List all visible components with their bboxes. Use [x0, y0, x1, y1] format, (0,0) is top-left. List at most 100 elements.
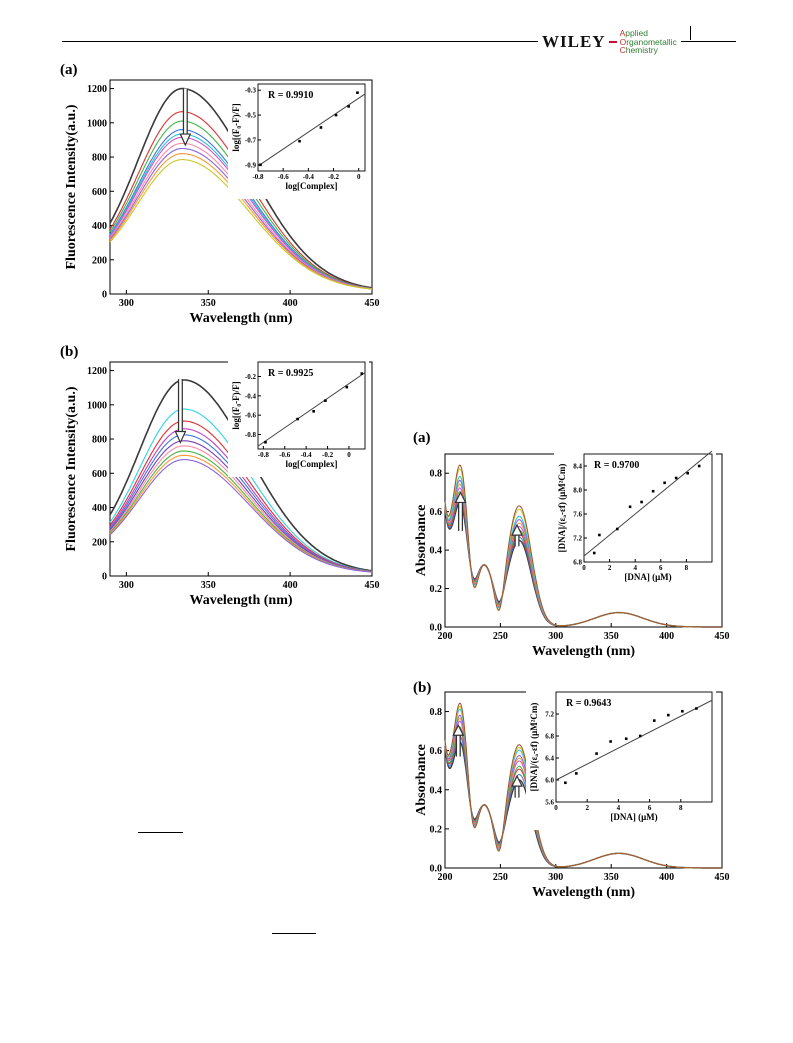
- x-axis-title: Wavelength (nm): [532, 885, 635, 900]
- inset-x-axis-title: log[Complex]: [286, 181, 338, 191]
- inset-x-tick-label: 0: [357, 173, 361, 181]
- inset-y-tick-label: 5.6: [545, 799, 554, 807]
- inset-frame: [257, 83, 366, 172]
- inset-data-point: [319, 126, 323, 129]
- y-tick-label: 400: [92, 503, 107, 514]
- inset-x-tick-label: 0: [582, 564, 586, 572]
- reference-underline: [138, 832, 183, 833]
- hyperchromism-arrow-head: [511, 523, 523, 536]
- inset-data-point: [324, 399, 327, 402]
- inset-x-tick-label: -0.8: [252, 173, 264, 181]
- inset-x-tick-label: -0.4: [303, 173, 315, 181]
- inset-frame: [583, 453, 713, 563]
- x-axis-title: Wavelength (nm): [532, 644, 635, 659]
- inset-plot: 0 2 4 6 8 5.6 6.0 6.4 6.8 7.2 R = 0.9643 [DNA] (μM)…: [526, 690, 716, 830]
- x-tick-label: 250: [493, 872, 508, 883]
- inset-x-axis-title: [DNA] (μM): [624, 572, 671, 582]
- inset-y-axis-title: log[(F₀-F)/F]: [231, 103, 241, 151]
- inset-y-tick-label: -0.3: [245, 87, 257, 95]
- y-tick-label: 0.4: [430, 785, 443, 796]
- inset-plot: -0.8 -0.6 -0.4 -0.2 0 -0.8 -0.6 -0.4 -0.2 R = 0.9…: [228, 360, 369, 477]
- inset-x-tick-label: -0.2: [328, 173, 340, 181]
- x-tick-label: 450: [365, 298, 380, 309]
- x-tick-label: 250: [493, 631, 508, 642]
- inset-data-point: [595, 752, 598, 755]
- series-group: [444, 702, 722, 869]
- inset-data-point: [652, 719, 656, 722]
- inset-data-point: [347, 105, 350, 108]
- series-group: [444, 464, 722, 628]
- inset-y-tick-label: 7.2: [545, 711, 554, 719]
- quench-arrow-head: [174, 430, 187, 444]
- inset-x-tick-label: -0.6: [279, 451, 291, 459]
- absorbance-chart-a: (a) 200 250 300 350 400 450 0.0 0.2 0.4 0.6 0.8 Wave…: [413, 430, 730, 659]
- inset-plot: -0.8 -0.6 -0.4 -0.2 0 -0.9 -0.7 -0.5 -0.3 R = 0.9…: [228, 82, 369, 199]
- inset-y-axis-title: log[(F₀-F)/F]: [231, 381, 241, 429]
- y-axis-title: Fluorescence Intensity(a.u.): [64, 386, 79, 551]
- x-tick-label: 300: [119, 580, 134, 591]
- y-tick-label: 0.0: [430, 623, 443, 634]
- inset-data-point: [697, 464, 701, 468]
- y-axis-title: Absorbance: [414, 505, 429, 577]
- inset-data-point: [674, 476, 678, 480]
- x-tick-label: 300: [548, 631, 563, 642]
- y-tick-label: 0: [102, 290, 107, 301]
- y-tick-label: 0.0: [430, 864, 443, 875]
- x-tick-label: 450: [715, 631, 730, 642]
- y-tick-label: 0: [102, 572, 107, 583]
- inset-fit-line: [583, 450, 713, 557]
- inset-x-tick-label: 2: [608, 564, 612, 572]
- inset-fit-line: [257, 93, 366, 167]
- inset-data-point: [564, 781, 567, 785]
- plot-frame: [109, 79, 373, 295]
- y-tick-label: 0.4: [430, 546, 443, 557]
- inset-x-tick-label: 6: [648, 804, 652, 812]
- y-tick-label: 0.8: [430, 707, 443, 718]
- journal-line-1: Applied: [619, 28, 648, 39]
- inset-x-axis-title: [DNA] (μM): [610, 812, 657, 822]
- inset-y-tick-label: 6.8: [545, 733, 554, 741]
- y-tick-label: 1000: [87, 118, 107, 129]
- publisher-name: WILEY: [542, 32, 606, 51]
- absorbance-series: [444, 702, 722, 869]
- inset-y-tick-label: 8.4: [573, 463, 582, 471]
- inset-data-point: [695, 707, 698, 710]
- inset-data-point: [598, 533, 601, 537]
- inset-data-point: [615, 527, 619, 531]
- panel-label: (a): [413, 430, 431, 446]
- x-tick-label: 200: [438, 872, 453, 883]
- inset-data-point: [628, 505, 632, 509]
- inset-data-point: [681, 709, 684, 713]
- inset-y-tick-label: -0.2: [245, 373, 257, 381]
- fluorescence-chart-a: (a) 300 350 400 450 0 200 400 600 800 1000 1200 Wave…: [60, 62, 380, 326]
- inset-data-point: [651, 489, 655, 493]
- y-tick-label: 0.6: [430, 746, 443, 757]
- inset-data-point: [640, 500, 643, 504]
- absorbance-series: [444, 464, 722, 628]
- x-tick-label: 450: [365, 580, 380, 591]
- y-tick-label: 600: [92, 187, 107, 198]
- y-tick-label: 800: [92, 153, 107, 164]
- x-axis-title: Wavelength (nm): [189, 311, 292, 326]
- x-tick-label: 300: [548, 872, 563, 883]
- inset-data-point: [667, 713, 670, 717]
- x-tick-label: 400: [659, 631, 674, 642]
- inset-y-tick-label: 6.4: [545, 755, 554, 763]
- y-tick-label: 600: [92, 469, 107, 480]
- inset-data-point: [345, 385, 349, 389]
- inset-x-tick-label: 4: [617, 804, 621, 812]
- x-tick-label: 400: [283, 298, 298, 309]
- inset-x-tick-label: -0.4: [301, 451, 313, 459]
- panel-label: (a): [60, 62, 78, 78]
- hyperchromism-arrow-head: [454, 491, 467, 504]
- inset-data-point: [609, 740, 612, 743]
- y-tick-label: 0.2: [430, 584, 443, 595]
- panel-label: (b): [60, 344, 78, 360]
- y-tick-label: 0.8: [430, 469, 443, 480]
- inset-data-point: [296, 417, 299, 421]
- inset-data-point: [298, 139, 301, 143]
- inset-data-point: [663, 481, 666, 485]
- fluorescence-chart-b: (b) 300 350 400 450 0 200 400 600 800 1000 1200 Wave…: [60, 344, 380, 608]
- inset-y-tick-label: 7.6: [573, 511, 582, 519]
- y-tick-label: 1200: [87, 366, 107, 377]
